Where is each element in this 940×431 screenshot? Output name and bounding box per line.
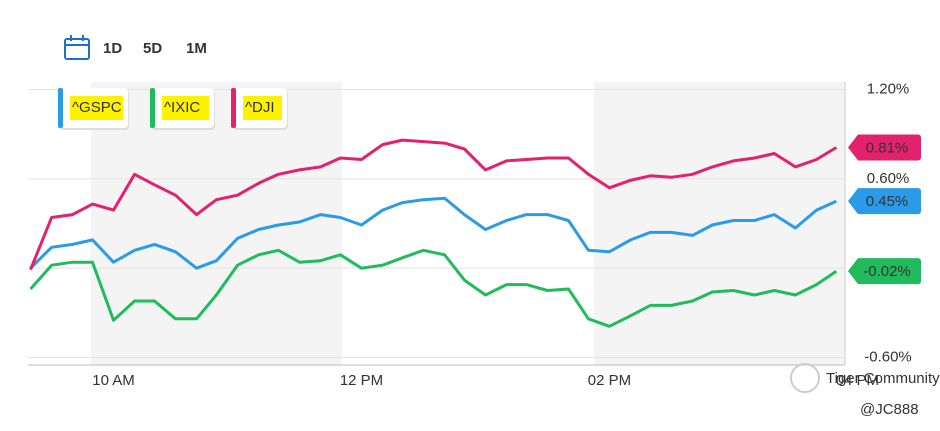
legend-label: ^DJI (245, 99, 275, 116)
watermark: Tiger Community (826, 370, 940, 387)
last-value-badge (848, 258, 921, 285)
y-tick-label: 1.20% (867, 80, 910, 97)
watermark-logo (790, 363, 820, 393)
last-value-label: 0.45% (866, 193, 909, 210)
legend-chip[interactable]: ^IXIC (150, 88, 215, 130)
chip-highlight (70, 96, 123, 120)
x-tick-label: 02 PM (588, 372, 631, 389)
last-value-label: -0.02% (863, 263, 911, 280)
legend-chip[interactable]: ^GSPC (58, 88, 129, 130)
range-button[interactable]: 1M (186, 40, 207, 57)
chip-highlight (162, 96, 209, 120)
last-value-badge (848, 188, 921, 215)
series-line (29, 196, 837, 270)
y-tick-label: 0.60% (867, 170, 910, 187)
series-line (29, 248, 838, 328)
last-value-label: 0.81% (866, 140, 909, 157)
y-tick-label: -0.60% (864, 349, 912, 366)
chip-color (231, 88, 236, 128)
chip-highlight (243, 96, 282, 120)
legend-chip[interactable]: ^DJI (231, 88, 288, 130)
range-button[interactable]: 5D (143, 40, 162, 57)
watermark: @JC888 (860, 401, 919, 418)
series-line (29, 138, 838, 271)
chip-color (150, 88, 155, 128)
calendar-icon[interactable] (64, 35, 90, 60)
range-button[interactable]: 1D (103, 40, 122, 57)
legend-label: ^GSPC (72, 99, 122, 116)
x-tick-label: 10 AM (92, 372, 135, 389)
chip-color (58, 88, 63, 128)
session-band (91, 82, 342, 365)
x-tick-label: 04 PM (836, 372, 879, 389)
last-value-badge (848, 134, 921, 161)
legend-label: ^IXIC (164, 99, 200, 116)
x-tick-label: 12 PM (340, 372, 383, 389)
